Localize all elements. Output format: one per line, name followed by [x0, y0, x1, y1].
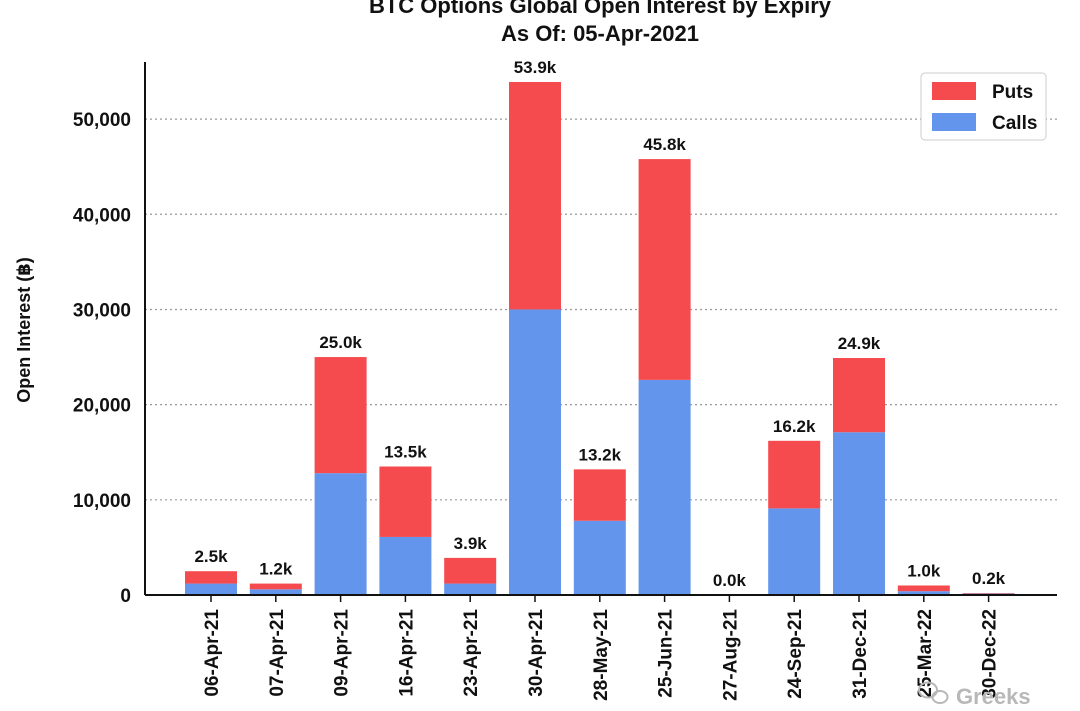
watermark: Greeks — [918, 681, 1031, 709]
bar-calls — [573, 520, 626, 595]
x-tick-label: 28-May-21 — [591, 609, 612, 701]
data-label: 13.2k — [579, 445, 622, 464]
bar-calls — [833, 432, 885, 595]
x-tick-label: 16-Apr-21 — [396, 609, 417, 697]
bar-puts — [185, 571, 237, 584]
wechat-icon — [918, 681, 949, 704]
x-tick-label: 30-Dec-22 — [980, 609, 1001, 699]
bar-puts — [573, 469, 626, 521]
data-label: 53.9k — [514, 58, 557, 77]
legend-label-puts: Puts — [992, 82, 1033, 103]
x-tick-label: 27-Aug-21 — [720, 609, 741, 701]
bar-puts — [249, 583, 302, 590]
y-tick-label: 20,000 — [73, 396, 131, 417]
bars — [185, 81, 1015, 595]
x-axis-ticks: 06-Apr-21 07-Apr-21 09-Apr-21 16-Apr-21 23-A… — [202, 595, 1001, 701]
bar-calls — [444, 583, 497, 595]
data-label: 0.0k — [713, 571, 747, 590]
bar-calls — [314, 473, 367, 595]
x-tick-label: 06-Apr-21 — [202, 609, 223, 697]
y-tick-label: 40,000 — [73, 205, 131, 226]
bar-puts — [833, 358, 885, 433]
bar-calls — [379, 536, 432, 595]
x-tick-label: 24-Sep-21 — [785, 609, 806, 699]
y-tick-label: 30,000 — [73, 300, 131, 321]
chart-title: BTC Options Global Open Interest by Expi… — [369, 0, 832, 18]
bar-puts — [509, 81, 561, 310]
bar-calls — [249, 589, 302, 595]
y-axis-label: Open Interest (฿) — [14, 257, 34, 403]
y-tick-label: 10,000 — [73, 491, 131, 512]
bar-puts — [379, 466, 432, 537]
legend: Puts Calls — [920, 72, 1047, 141]
data-label: 13.5k — [384, 443, 427, 462]
data-label: 1.0k — [907, 561, 941, 580]
watermark-text: Greeks — [956, 684, 1031, 709]
bar-puts — [768, 440, 821, 509]
data-label: 1.2k — [259, 560, 293, 579]
data-label: 2.5k — [194, 547, 228, 566]
x-tick-label: 30-Apr-21 — [526, 609, 547, 697]
x-tick-label: 23-Apr-21 — [461, 609, 482, 697]
bar-calls — [509, 309, 561, 595]
data-label: 3.9k — [454, 534, 488, 553]
bar-calls — [185, 583, 237, 595]
legend-swatch-calls — [932, 113, 976, 131]
data-label: 16.2k — [773, 417, 816, 436]
x-tick-label: 25-Mar-22 — [915, 609, 936, 698]
data-label: 0.2k — [972, 569, 1006, 588]
bar-puts — [897, 585, 950, 592]
bar-puts — [638, 159, 691, 380]
legend-label-calls: Calls — [992, 113, 1037, 134]
chart-subtitle: As Of: 05-Apr-2021 — [501, 21, 699, 46]
x-tick-label: 25-Jun-21 — [656, 609, 677, 698]
y-tick-label: 50,000 — [73, 110, 131, 131]
x-tick-label: 09-Apr-21 — [332, 609, 353, 697]
data-labels: 2.5k 1.2k 25.0k 13.5k 3.9k 53.9k 13.2k 45.8k 0.0… — [194, 58, 1005, 590]
bar-calls — [897, 591, 950, 595]
legend-swatch-puts — [932, 82, 976, 100]
bar-calls — [638, 379, 691, 595]
x-tick-label: 07-Apr-21 — [267, 609, 288, 697]
bar-puts — [314, 357, 367, 474]
grid-lines — [145, 118, 1057, 501]
data-label: 24.9k — [838, 334, 881, 353]
y-axis-ticks: 0 10,000 20,000 30,000 40,000 50,000 — [73, 110, 131, 607]
bar-calls — [768, 508, 821, 595]
data-label: 45.8k — [643, 135, 686, 154]
bar-puts — [444, 557, 497, 584]
x-tick-label: 31-Dec-21 — [850, 609, 871, 699]
data-label: 25.0k — [319, 333, 362, 352]
y-tick-label: 0 — [120, 586, 131, 607]
